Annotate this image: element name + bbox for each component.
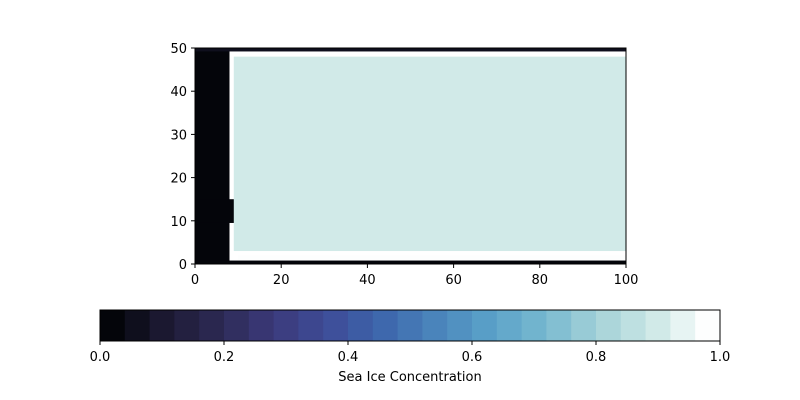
x-tick-label: 100 [614,273,639,288]
colorbar-segment [224,310,250,341]
colorbar-tick-label: 0.2 [214,350,235,365]
colorbar-tick-label: 0.0 [90,350,111,365]
heatmap-region-0 [195,48,230,264]
y-tick-label: 0 [179,258,187,273]
colorbar-segment [596,310,622,341]
colorbar-segment [298,310,324,341]
colorbar-segment [546,310,572,341]
colorbar-segment [397,310,423,341]
colorbar-axis: 0.0 0.2 0.4 0.6 0.8 1.0 [90,341,731,365]
colorbar-tick-label: 0.8 [586,350,607,365]
sea-ice-heatmap [195,48,627,264]
plot-frame [194,47,627,265]
x-tick-label: 0 [191,273,199,288]
colorbar-segment [323,310,349,341]
y-axis: 0 10 20 30 40 50 [170,42,195,273]
x-tick-label: 80 [532,273,549,288]
colorbar-segment [496,310,523,341]
colorbar-segment [422,310,448,341]
heatmap-region-2 [233,56,627,252]
colorbar-segment [100,310,126,341]
colorbar-segment [645,310,671,341]
colorbar-segment [273,310,299,341]
colorbar [100,310,721,341]
x-tick-label: 40 [359,273,376,288]
colorbar-segment [348,310,374,341]
y-tick-label: 10 [170,215,187,230]
heatmap-region-3 [238,255,626,260]
y-tick-label: 40 [170,85,187,100]
colorbar-segment [248,310,275,341]
heatmap-region-5 [195,48,626,52]
colorbar-segment [670,310,696,341]
colorbar-segment [695,310,721,341]
x-axis: 0 20 40 60 80 100 [191,264,639,288]
colorbar-tick-label: 0.4 [338,350,359,365]
colorbar-segment [620,310,647,341]
heatmap-region-4 [195,260,626,264]
colorbar-segment [521,310,547,341]
y-tick-label: 30 [170,128,187,143]
y-tick-label: 50 [170,42,187,57]
colorbar-tick-label: 1.0 [710,350,731,365]
colorbar-segment [372,310,399,341]
colorbar-tick-label: 0.6 [462,350,483,365]
x-tick-label: 60 [445,273,462,288]
colorbar-segment [447,310,473,341]
colorbar-label: Sea Ice Concentration [338,370,481,385]
colorbar-segment [124,310,151,341]
colorbar-segment [472,310,498,341]
x-tick-label: 20 [273,273,290,288]
colorbar-segment [174,310,200,341]
colorbar-frame [99,309,721,342]
colorbar-segment [149,310,175,341]
y-tick-label: 20 [170,172,187,187]
colorbar-segment [571,310,597,341]
colorbar-segment [199,310,225,341]
